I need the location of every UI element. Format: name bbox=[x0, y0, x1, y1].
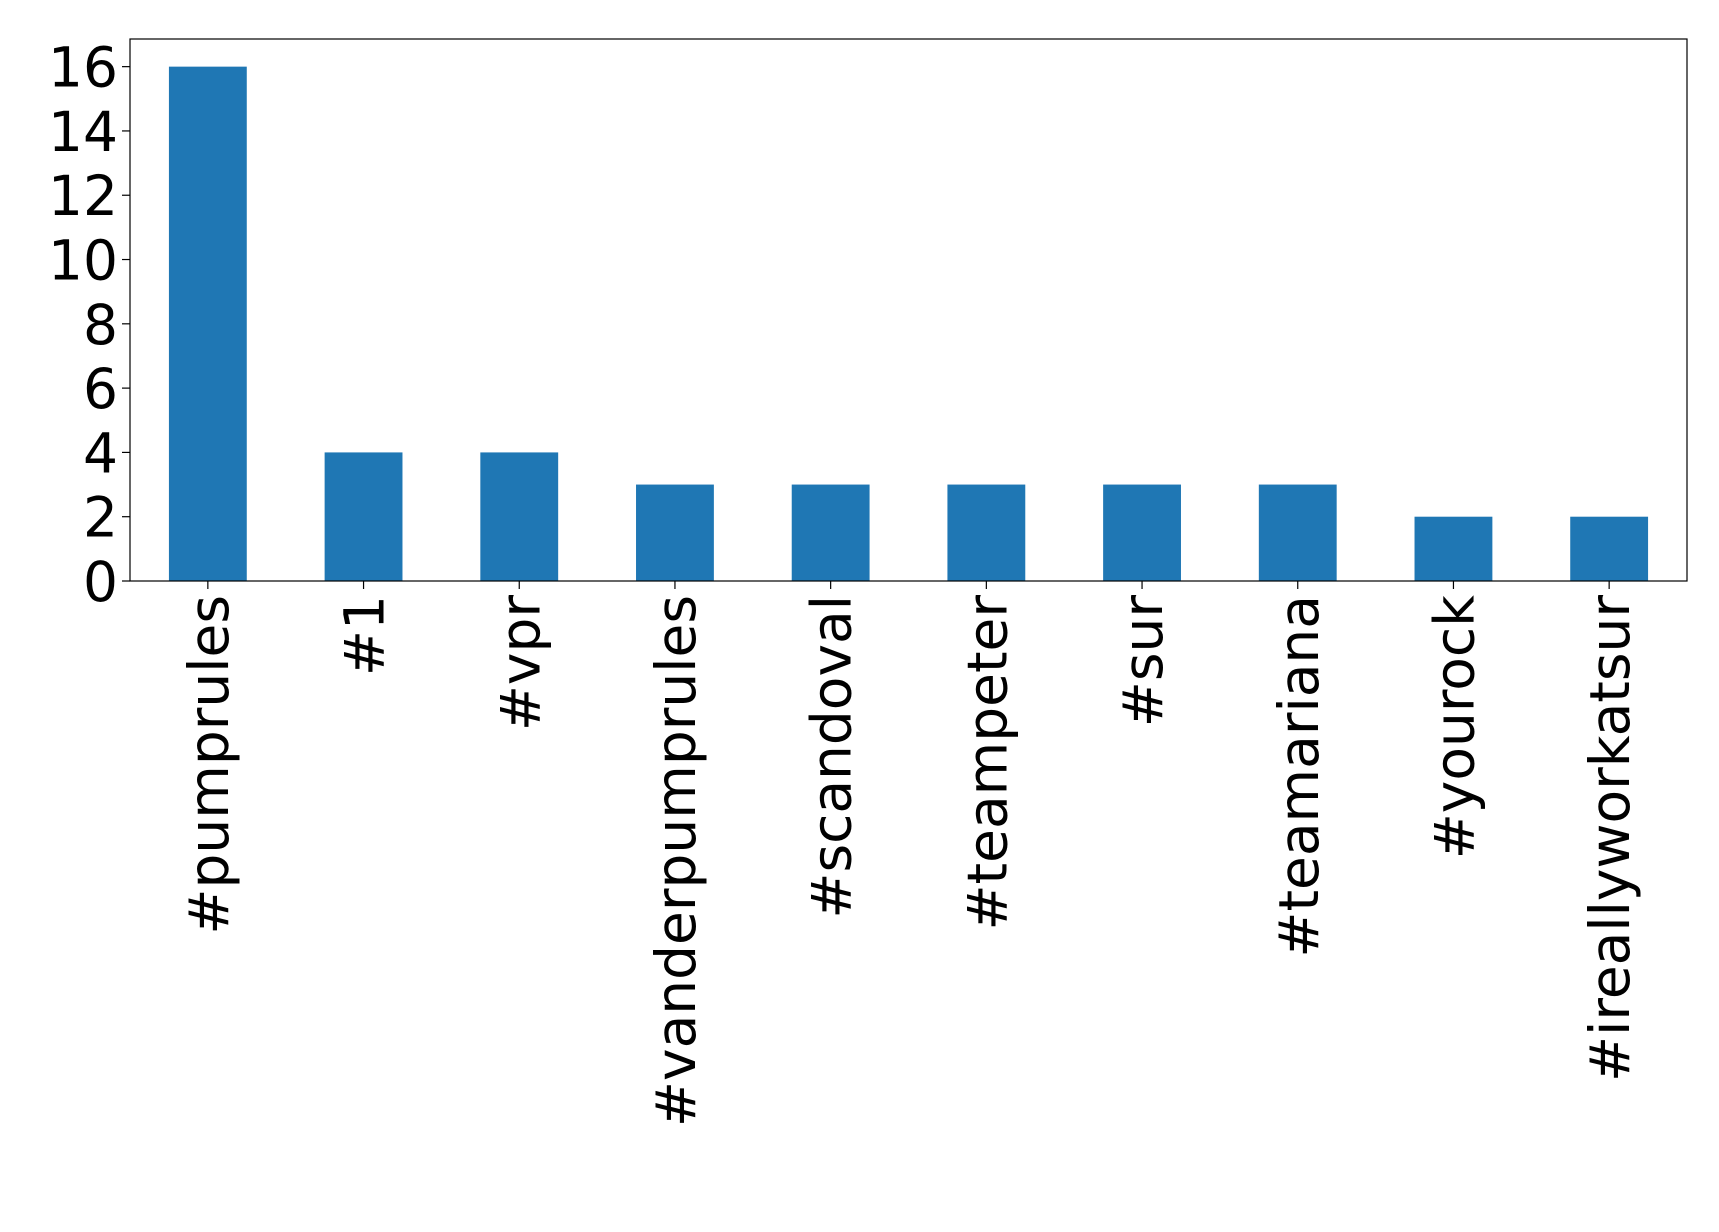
x-tick-label: #vanderpumprules bbox=[644, 595, 708, 1127]
bar bbox=[324, 452, 403, 581]
bar bbox=[480, 452, 559, 581]
y-tick-label: 12 bbox=[48, 164, 118, 228]
y-tick-label: 6 bbox=[83, 357, 118, 421]
bar bbox=[168, 66, 247, 582]
y-tick-label: 2 bbox=[83, 486, 118, 550]
x-tick-label: #scandoval bbox=[800, 595, 864, 919]
y-tick-label: 16 bbox=[48, 36, 118, 100]
bar bbox=[1258, 484, 1337, 581]
bar bbox=[1103, 484, 1181, 581]
x-tick-label: #vpr bbox=[488, 595, 552, 732]
x-tick-label: #ireallyworkatsur bbox=[1578, 595, 1642, 1082]
plot-frame bbox=[129, 38, 1688, 582]
x-tick-label: #teampeter bbox=[955, 595, 1019, 931]
x-tick-label: #yourock bbox=[1422, 595, 1486, 859]
x-tick-label: #1 bbox=[333, 595, 397, 676]
bar bbox=[947, 484, 1026, 581]
bar bbox=[1414, 516, 1493, 581]
bar bbox=[791, 484, 870, 581]
y-tick-label: 8 bbox=[83, 293, 118, 357]
x-tick-label: #pumprules bbox=[177, 595, 241, 935]
x-tick-label: #teamariana bbox=[1267, 595, 1331, 958]
y-tick-label: 4 bbox=[83, 421, 118, 485]
y-tick-label: 0 bbox=[83, 550, 118, 614]
bar bbox=[1570, 516, 1649, 581]
x-tick-label: #sur bbox=[1111, 595, 1175, 728]
bar bbox=[636, 484, 714, 581]
y-tick-label: 14 bbox=[48, 100, 118, 164]
y-tick-label: 10 bbox=[48, 229, 118, 293]
